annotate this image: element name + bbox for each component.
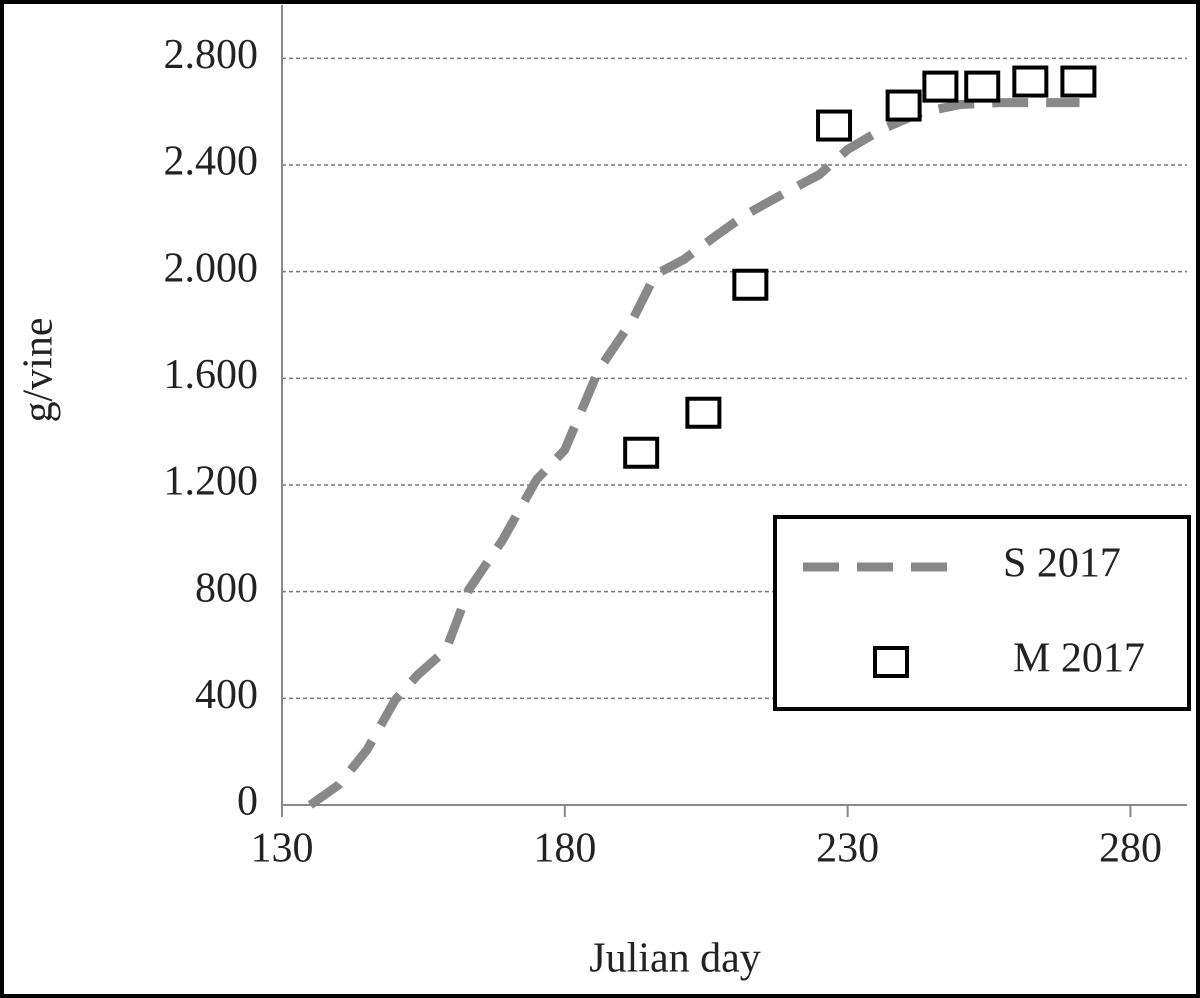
legend-box	[773, 515, 1191, 711]
x-tick-label: 180	[533, 826, 596, 872]
marker	[885, 89, 922, 122]
y-tick-label: 2.400	[164, 139, 259, 185]
y-tick-label: 2.800	[164, 32, 259, 78]
marker	[1012, 65, 1049, 98]
marker	[1060, 65, 1097, 98]
y-axis-title: g/vine	[16, 318, 62, 423]
x-tick-label: 280	[1099, 826, 1162, 872]
y-tick-label: 1.600	[164, 352, 259, 398]
x-tick-label: 230	[816, 826, 879, 872]
x-tick-label: 130	[251, 826, 314, 872]
y-tick-label: 800	[195, 565, 258, 611]
series-line	[307, 98, 1080, 809]
marker	[623, 436, 660, 469]
marker	[685, 396, 722, 429]
legend-label: M 2017	[1013, 636, 1145, 682]
y-tick-label: 400	[195, 672, 258, 718]
x-axis-title: Julian day	[589, 936, 760, 982]
marker	[732, 268, 769, 301]
y-tick-label: 2.000	[164, 245, 259, 291]
legend-swatch	[873, 646, 909, 678]
y-tick-label: 1.200	[164, 459, 259, 505]
marker	[922, 70, 959, 103]
legend-label: S 2017	[1003, 541, 1121, 587]
y-tick-label: 0	[237, 779, 258, 825]
marker	[964, 70, 1001, 103]
marker	[816, 109, 853, 142]
